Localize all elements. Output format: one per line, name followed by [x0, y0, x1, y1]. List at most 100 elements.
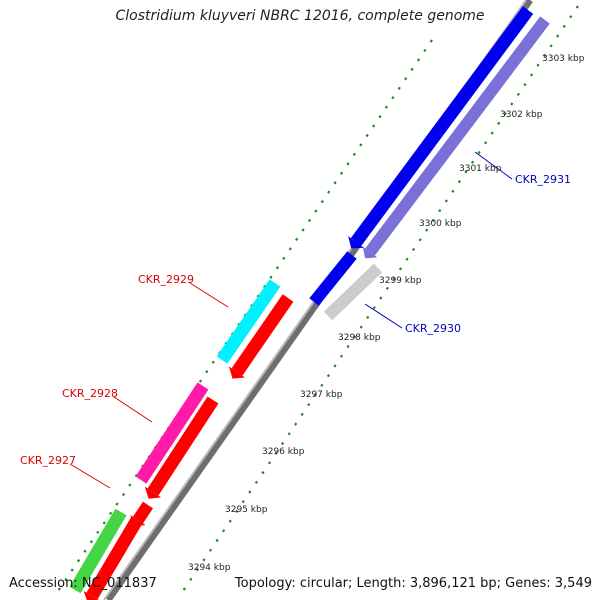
gene-bar-ckr-2927-red[interactable]: [133, 501, 153, 524]
inner-track-dot: [510, 102, 514, 106]
outer-track-dot: [359, 143, 363, 147]
inner-track-dot: [523, 82, 527, 87]
outer-track-dot: [391, 96, 395, 100]
outer-track-dot: [96, 530, 100, 534]
inner-track-dot: [228, 519, 232, 523]
outer-track-dot: [301, 228, 305, 232]
inner-track-dot: [235, 509, 239, 514]
inner-track-dot: [261, 470, 265, 475]
gene-bar-ckr-2927-red-lower[interactable]: [86, 516, 143, 600]
gene-bar-ckr-2928[interactable]: [135, 382, 209, 484]
outer-track-dot: [76, 559, 81, 563]
inner-track-dot: [503, 112, 507, 116]
inner-track-dot: [411, 247, 416, 252]
gene-label-ckr-2930[interactable]: CKR_2930: [405, 322, 461, 335]
inner-track-dot: [359, 325, 363, 329]
tick-label: 3298 kbp: [338, 333, 381, 343]
inner-track-dot: [549, 44, 553, 48]
tick-label: 3303 kbp: [542, 54, 585, 64]
inner-track-dot: [398, 267, 403, 271]
outer-track-dot: [429, 39, 433, 43]
outer-track-dot: [64, 577, 68, 582]
inner-track-dot: [542, 53, 547, 58]
tick-label: 3296 kbp: [262, 447, 305, 457]
inner-track-dot: [353, 335, 357, 339]
inner-track-dot: [366, 315, 370, 320]
outer-track-dot: [121, 492, 126, 497]
inner-track-dot: [346, 344, 350, 349]
inner-track-dot: [313, 393, 317, 397]
outer-track-dot: [404, 77, 408, 81]
gene-bar-ckr-2929[interactable]: [216, 279, 281, 364]
outer-track-dot: [410, 67, 414, 71]
gene-bar-ckr-2930-blue[interactable]: [309, 251, 357, 306]
gene-label-ckr-2931[interactable]: CKR_2931: [515, 173, 571, 186]
inner-track-dot: [222, 529, 226, 533]
inner-track-dot: [392, 276, 396, 281]
inner-track-dot: [477, 150, 481, 155]
gene-label-ckr-2927[interactable]: CKR_2927: [20, 454, 76, 467]
inner-track-dot: [457, 179, 462, 184]
gene-bar-ckr-2929-red[interactable]: [231, 294, 294, 376]
inner-track-dot: [215, 538, 219, 543]
outer-track-dot: [339, 171, 344, 175]
inner-track-dot: [254, 480, 258, 484]
tick-label: 3295 kbp: [225, 505, 268, 515]
outer-track-dot: [378, 114, 382, 119]
outer-track-dot: [352, 152, 356, 156]
inner-track-dot: [529, 73, 534, 77]
gene-bar-ckr-2928-red[interactable]: [147, 396, 219, 496]
inner-track-dot: [385, 286, 389, 290]
gene-label-ckr-2928[interactable]: CKR_2928: [62, 387, 118, 400]
gene-bar-ckr-2931-lower-arrow: [362, 246, 378, 259]
gene-labels: CKR_2927 CKR_2928 CKR_2929 CKR_2930 CKR_2931: [20, 151, 571, 489]
inner-track-dot: [497, 121, 501, 126]
inner-track-dot: [405, 257, 409, 261]
outer-track-dot: [397, 86, 401, 90]
inner-track-dot: [267, 461, 272, 465]
outer-track-dot: [295, 237, 299, 242]
genome-title: Clostridium kluyveri NBRC 12016, complet…: [115, 8, 485, 24]
outer-track-dot: [384, 105, 389, 109]
outer-track-dot: [89, 540, 93, 544]
outer-track-dot: [198, 379, 203, 383]
inner-track-dot: [333, 364, 337, 368]
gene-bar-ckr-2930[interactable]: [323, 263, 383, 321]
inner-track-dot: [208, 548, 213, 552]
inner-track-dot: [464, 170, 468, 174]
inner-track-dot: [280, 441, 285, 446]
inner-track-dot: [470, 160, 475, 164]
inner-track-dot: [451, 189, 455, 193]
outer-track-dot: [372, 124, 376, 128]
gene-bar-ckr-2931-upper[interactable]: [350, 6, 534, 246]
outer-track-dot: [416, 58, 421, 62]
inner-track-dot: [556, 34, 560, 38]
gene-bar-ckr-2927-red-lower-arrow: [83, 591, 99, 600]
outer-track-dot: [83, 549, 87, 553]
outer-track-dot: [70, 568, 74, 572]
outer-track-dot: [109, 511, 113, 516]
outer-track-dot: [423, 48, 427, 53]
gene-label-ckr-2929[interactable]: CKR_2929: [138, 273, 194, 286]
inner-track-dot: [444, 199, 448, 203]
inner-track-dot: [248, 490, 252, 494]
inner-track-dot: [300, 412, 304, 417]
inner-track-dot: [372, 306, 376, 310]
accession-label: Accession: NC_011837: [9, 576, 157, 591]
inner-track-dot: [516, 92, 520, 96]
gene-bar-ckr-2927-green[interactable]: [69, 508, 127, 594]
inner-track-dot: [195, 567, 200, 572]
gene-bar-ckr-2931-lower[interactable]: [365, 16, 550, 256]
inner-track-dot: [320, 383, 324, 387]
inner-track-dot: [490, 131, 494, 135]
inner-track-dot: [287, 432, 291, 436]
gene-label-leader: [474, 151, 513, 180]
gene-bar-ckr-2931-upper-arrow: [348, 236, 364, 249]
outer-track-dot: [262, 285, 267, 289]
inner-track-dot: [418, 238, 422, 242]
tick-label: 3297 kbp: [300, 390, 343, 400]
inner-track-dot: [562, 24, 566, 29]
outer-track-dot: [307, 218, 312, 223]
inner-track-dot: [438, 209, 442, 213]
